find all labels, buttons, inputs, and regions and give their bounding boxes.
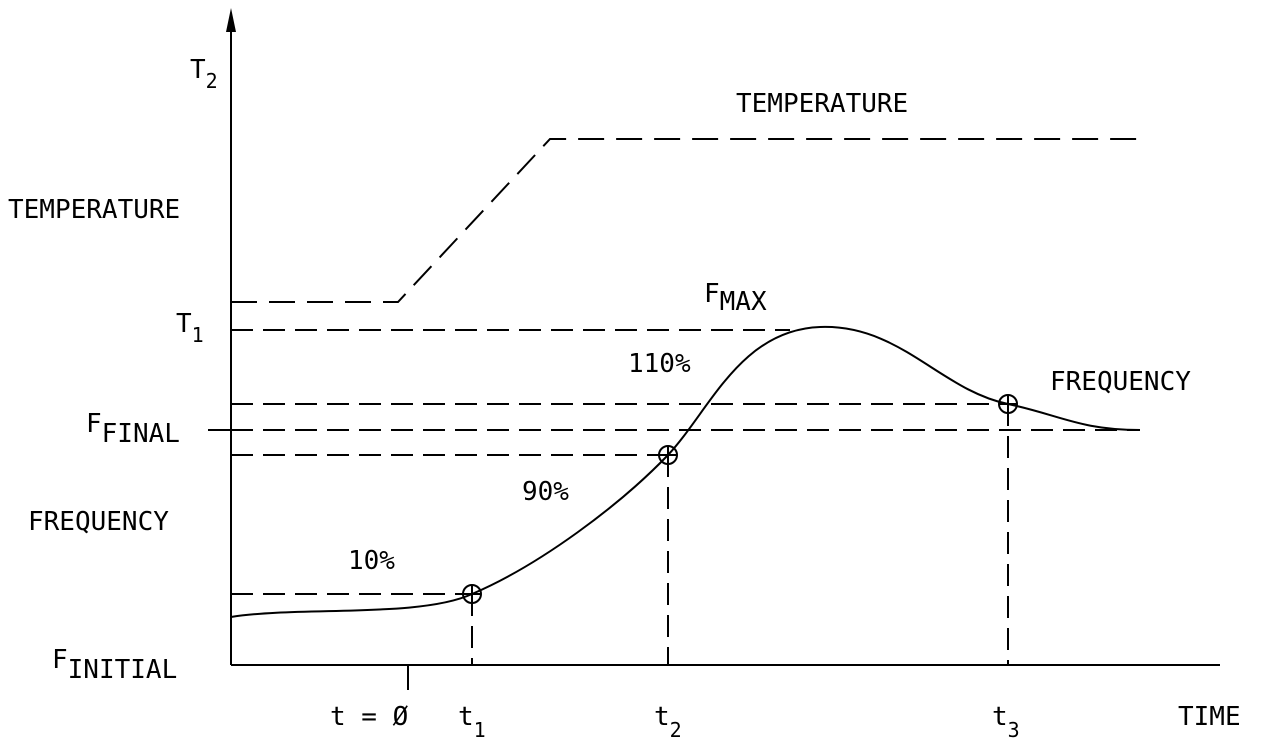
t2-sub: 2 <box>206 69 218 93</box>
t1-tick-main: t <box>458 702 474 732</box>
t3-tick-label: t3 <box>992 702 1020 742</box>
pct-110-label: 110% <box>628 349 691 379</box>
marker-90-percent <box>658 445 678 465</box>
t2-tick-label: t2 <box>654 702 682 742</box>
f-final-sub: FINAL <box>102 419 180 449</box>
f-initial-main: F <box>52 645 68 675</box>
t1-sub: 1 <box>192 323 204 347</box>
temperature-curve-label: TEMPERATURE <box>736 89 908 119</box>
f-max-sub: MAX <box>720 287 767 317</box>
frequency-axis-label: FREQUENCY <box>28 507 169 537</box>
y-axis-arrowhead <box>226 8 236 32</box>
f-initial-label: FINITIAL <box>52 645 177 685</box>
t2-tick-main: t <box>654 702 670 732</box>
reference-lines <box>231 329 1140 665</box>
t2-label: T2 <box>190 55 218 93</box>
time-axis-label: TIME <box>1178 702 1241 732</box>
temperature-curve <box>231 138 1140 303</box>
f-max-label: FMAX <box>704 279 767 317</box>
frequency-curve-label: FREQUENCY <box>1050 367 1191 397</box>
t2-main: T <box>190 55 206 85</box>
t3-tick-main: t <box>992 702 1008 732</box>
t1-label: T1 <box>176 309 204 347</box>
temperature-axis-label: TEMPERATURE <box>8 195 180 225</box>
t3-tick-sub: 3 <box>1008 718 1020 742</box>
pct-90-label: 90% <box>522 477 569 507</box>
pct-10-label: 10% <box>348 546 395 576</box>
marker-110-percent <box>998 394 1018 414</box>
t1-tick-label: t1 <box>458 702 486 742</box>
marker-10-percent <box>462 584 482 604</box>
f-initial-sub: INITIAL <box>68 655 178 685</box>
f-final-main: F <box>86 409 102 439</box>
t0-label: t = Ø <box>330 702 409 732</box>
t2-tick-sub: 2 <box>670 718 682 742</box>
t1-main: T <box>176 309 192 339</box>
t1-tick-sub: 1 <box>474 718 486 742</box>
f-final-label: FFINAL <box>86 409 180 449</box>
f-max-main: F <box>704 279 720 309</box>
axes <box>208 8 1220 690</box>
measurement-markers <box>462 394 1018 604</box>
